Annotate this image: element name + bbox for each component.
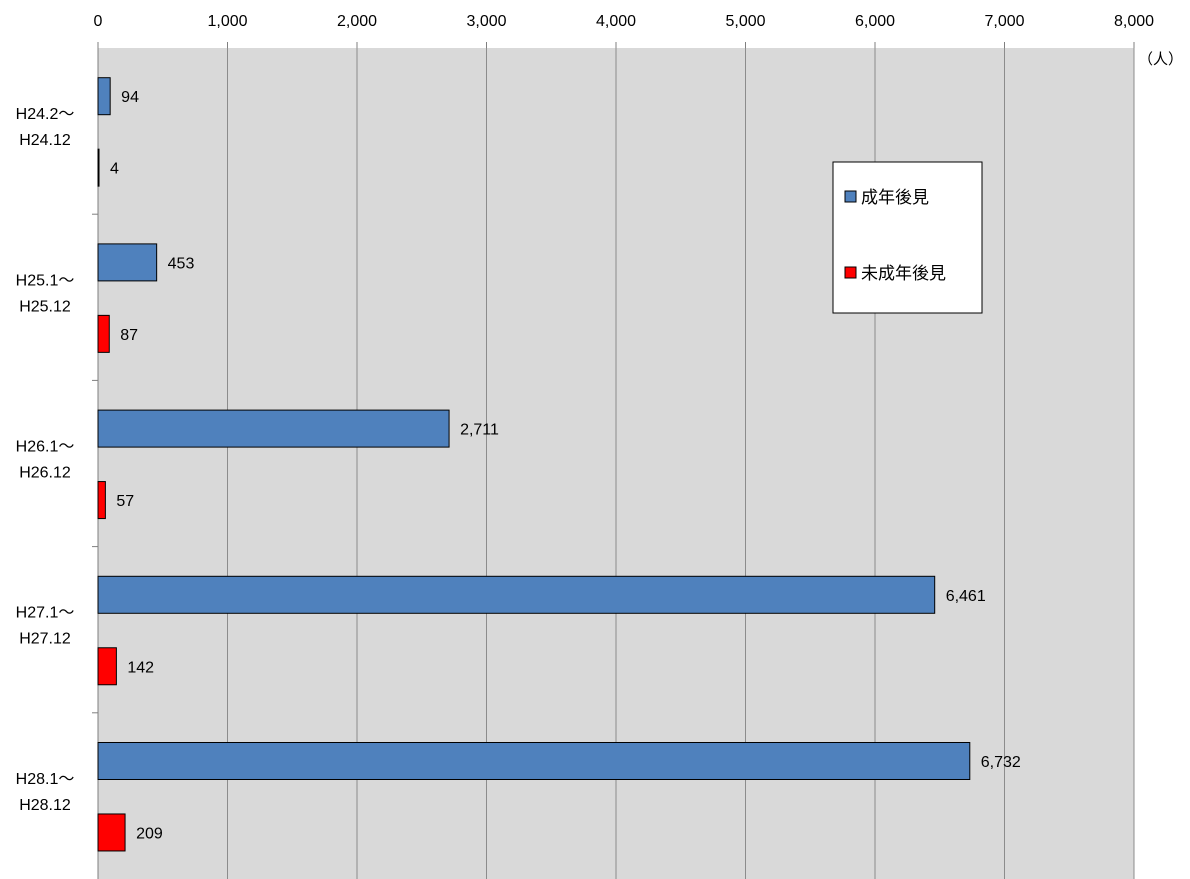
bar-minor-guardian [97,148,100,187]
data-label: 453 [168,255,195,272]
bar-minor-guardian [97,813,126,852]
data-label: 94 [121,89,139,106]
legend-swatch [844,266,857,279]
category-label: H28.1～ [16,771,75,788]
data-label: 4 [110,161,119,178]
category-label: H27.12 [19,631,71,648]
x-tick-label: 1,000 [207,13,247,30]
legend-swatch [844,190,857,203]
legend-box [832,161,983,314]
data-label: 6,461 [946,588,986,605]
x-tick-label: 5,000 [725,13,765,30]
x-tick-label: 7,000 [984,13,1024,30]
x-tick-label: 4,000 [596,13,636,30]
bar-adult-guardian [97,243,158,282]
data-label: 2,711 [460,422,499,439]
unit-label: （人） [1138,50,1183,68]
x-tick-label: 2,000 [337,13,377,30]
data-label: 57 [116,493,134,510]
category-label: H26.1～ [16,439,75,456]
bars: 94 4 453 87 2,711 57 6,461 142 6,732 209 [97,77,1021,852]
bar-minor-guardian [97,647,117,686]
legend-label: 成年後見 [861,188,929,208]
bar-adult-guardian [97,409,450,448]
legend-label: 未成年後見 [861,264,946,284]
bar-adult-guardian [97,741,971,780]
category-label: H24.12 [19,132,71,149]
x-tick-label: 3,000 [466,13,506,30]
x-tick-label: 0 [94,13,103,30]
x-tick-label: 6,000 [855,13,895,30]
category-label: H26.12 [19,465,71,482]
bar-adult-guardian [97,575,936,614]
category-label: H25.1～ [16,272,75,289]
category-label: H28.12 [19,797,71,814]
data-label: 142 [127,659,154,676]
data-label: 209 [136,825,163,842]
data-label: 87 [120,327,138,344]
bar-minor-guardian [97,314,110,353]
x-tick-label: 8,000 [1114,13,1154,30]
data-label: 6,732 [981,754,1021,771]
bar-adult-guardian [97,77,111,116]
category-labels: H24.2～ H24.12 H25.1～ H25.12 H26.1～ H26.12 H27.… [16,48,99,879]
bar-minor-guardian [97,481,106,520]
category-label: H24.2～ [16,106,75,123]
category-label: H27.1～ [16,605,75,622]
category-label: H25.12 [19,298,71,315]
x-axis-ticks: 0 1,000 2,000 3,000 4,000 5,000 6,000 7,000 8,00… [94,13,1154,48]
